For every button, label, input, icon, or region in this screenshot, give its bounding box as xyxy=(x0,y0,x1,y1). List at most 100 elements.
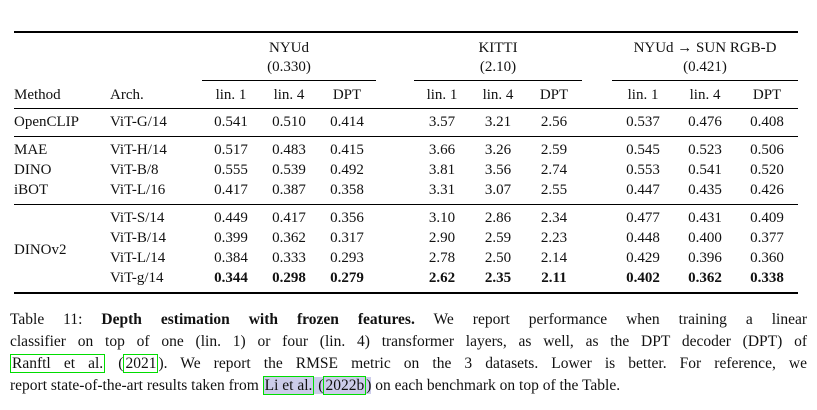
value-cell: 0.555 xyxy=(214,162,248,178)
value-cell: 0.402 xyxy=(626,270,660,286)
value-cell: 0.541 xyxy=(688,162,722,178)
column-spacer xyxy=(582,160,612,180)
value-cell: 0.400 xyxy=(688,230,722,246)
citation-link-li[interactable]: Li et al. xyxy=(262,376,315,395)
value-cell: 0.447 xyxy=(626,182,660,198)
method-cell: DINO xyxy=(14,162,52,178)
group-header-blank xyxy=(14,32,202,81)
column-spacer xyxy=(376,108,415,137)
col-header-lin4: lin. 4 xyxy=(470,80,527,109)
value-cell: 0.545 xyxy=(612,136,675,160)
caption-text: ( xyxy=(105,355,124,372)
col-header-lin1: lin. 1 xyxy=(612,80,675,109)
value-cell: 0.338 xyxy=(750,270,784,286)
table-row: ViT-g/14 0.344 0.298 0.279 2.62 2.35 2.11 0.402… xyxy=(14,268,798,293)
value-cell: 3.07 xyxy=(484,182,512,198)
value-cell: 0.333 xyxy=(272,250,306,266)
method-cell: iBOT xyxy=(14,182,49,198)
group-header-nyud-sun: NYUd → SUN RGB-D (0.421) xyxy=(612,32,799,81)
caption-text: ). We report the RMSE metric on the 3 da… xyxy=(158,355,807,372)
arch-cell: ViT-L/14 xyxy=(110,250,166,266)
method-cell: MAE xyxy=(14,136,110,160)
column-spacer xyxy=(376,268,414,293)
table-row: DINO ViT-B/8 0.555 0.539 0.492 3.81 3.56 2.74 0.… xyxy=(14,160,798,180)
caption-line: Table 11: Depth estimation with frozen f… xyxy=(10,309,807,331)
value-cell: 0.279 xyxy=(330,270,364,286)
column-spacer xyxy=(376,180,414,205)
column-spacer xyxy=(582,180,612,205)
value-cell: 0.417 xyxy=(214,182,248,198)
col-header-method: Method xyxy=(14,80,110,109)
value-cell: 2.56 xyxy=(526,108,583,137)
value-cell: 0.384 xyxy=(214,250,248,266)
column-spacer xyxy=(582,80,613,109)
value-cell: 0.360 xyxy=(750,250,784,266)
caption-line: classifier on top of one (lin. 1) or fou… xyxy=(10,331,807,353)
value-cell: 0.387 xyxy=(272,182,306,198)
value-cell: 0.537 xyxy=(612,108,675,137)
value-cell: 0.409 xyxy=(736,204,799,228)
table-row: OpenCLIP ViT-G/14 0.541 0.510 0.414 3.57 3.21 2… xyxy=(14,108,799,137)
table-row: MAE ViT-H/14 0.517 0.483 0.415 3.66 3.26 2.59 0.… xyxy=(14,136,799,160)
citation-link-ranftl-year[interactable]: 2021 xyxy=(123,354,159,373)
value-cell: 0.408 xyxy=(736,108,799,137)
caption-text: ) xyxy=(366,377,372,394)
col-header-lin4: lin. 4 xyxy=(674,80,737,109)
value-cell: 0.344 xyxy=(214,270,248,286)
column-spacer xyxy=(582,32,612,81)
value-cell: 0.399 xyxy=(214,230,248,246)
value-cell: 3.56 xyxy=(484,162,512,178)
caption-text: on each benchmark on top of the Table. xyxy=(371,377,621,394)
value-cell: 0.298 xyxy=(272,270,306,286)
value-cell: 0.377 xyxy=(750,230,784,246)
value-cell: 0.429 xyxy=(626,250,660,266)
citation-link-ranftl[interactable]: Ranftl et al. xyxy=(10,354,106,373)
value-cell: 2.11 xyxy=(541,270,567,286)
value-cell: 2.86 xyxy=(470,204,527,228)
value-cell: 0.476 xyxy=(674,108,737,137)
value-cell: 3.10 xyxy=(414,204,471,228)
caption-line: Ranftl et al. (2021). We report the RMSE… xyxy=(10,353,807,375)
value-cell: 0.362 xyxy=(688,270,722,286)
value-cell: 3.66 xyxy=(414,136,471,160)
value-cell: 0.510 xyxy=(260,108,318,137)
sota-value-kitti: (2.10) xyxy=(479,59,517,75)
column-spacer xyxy=(376,136,415,160)
value-cell: 0.539 xyxy=(272,162,306,178)
col-header-arch: Arch. xyxy=(110,80,202,109)
value-cell: 0.520 xyxy=(750,162,784,178)
value-cell: 0.414 xyxy=(318,108,377,137)
value-cell: 0.541 xyxy=(202,108,260,137)
value-cell: 2.59 xyxy=(526,136,583,160)
caption-text: We report performance when training a li… xyxy=(414,311,807,328)
dataset-name-nyud: NYUd xyxy=(269,40,309,56)
table-row: DINOv2 ViT-S/14 0.449 0.417 0.356 3.10 2.86 2.3… xyxy=(14,204,799,293)
column-spacer xyxy=(376,248,414,268)
col-header-dpt: DPT xyxy=(736,80,799,109)
depth-estimation-results-table: NYUd (0.330) KITTI (2.10) NYUd → SUN RGB… xyxy=(14,31,799,294)
column-spacer xyxy=(582,204,613,228)
column-header-row: Method Arch. lin. 1 lin. 4 DPT lin. 1 li… xyxy=(14,80,799,109)
value-cell: 0.483 xyxy=(260,136,318,160)
value-cell: 0.317 xyxy=(330,230,364,246)
value-cell: 0.506 xyxy=(736,136,799,160)
value-cell: 0.431 xyxy=(674,204,737,228)
table-row: iBOT ViT-L/16 0.417 0.387 0.358 3.31 3.07 2.55 0… xyxy=(14,180,798,205)
arch-cell: ViT-L/16 xyxy=(110,182,166,198)
value-cell: 0.449 xyxy=(202,204,260,228)
value-cell: 0.417 xyxy=(260,204,318,228)
value-cell: 0.477 xyxy=(612,204,675,228)
sota-value-nyud: (0.330) xyxy=(267,59,311,75)
value-cell: 0.492 xyxy=(330,162,364,178)
value-cell: 0.396 xyxy=(688,250,722,266)
value-cell: 2.23 xyxy=(540,230,568,246)
value-cell: 3.57 xyxy=(414,108,471,137)
caption-text: Table 11: xyxy=(10,311,102,328)
column-spacer xyxy=(376,228,414,248)
citation-link-li-year[interactable]: 2022b xyxy=(323,376,367,395)
method-cell: OpenCLIP xyxy=(14,108,110,137)
column-spacer xyxy=(376,32,414,81)
value-cell: 0.362 xyxy=(272,230,306,246)
dataset-name-nyud-sun: NYUd → SUN RGB-D xyxy=(633,40,777,56)
caption-text: Depth estimation with frozen features. xyxy=(101,311,415,328)
